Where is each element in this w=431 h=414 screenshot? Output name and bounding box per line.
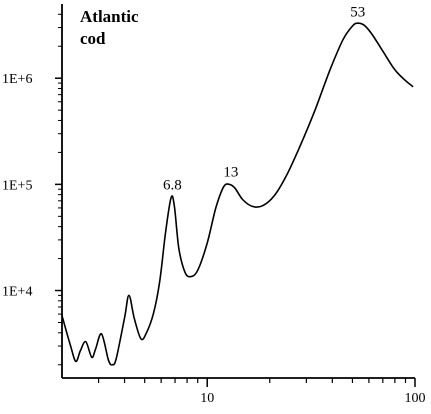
x-tick-label: 100 (405, 391, 426, 406)
x-tick-label: 10 (200, 391, 214, 406)
axes (61, 4, 415, 379)
annotations: 6.8 13 53 (163, 5, 365, 194)
peak-label: 53 (350, 5, 365, 21)
y-tick-label: 1E+6 (2, 72, 32, 87)
tick-labels: 10 100 1E+4 1E+5 1E+6 (2, 72, 426, 406)
y-tick-label: 1E+5 (2, 178, 32, 193)
series-line (61, 22, 414, 366)
chart-title-line-2: cod (80, 29, 106, 48)
y-tick-label: 1E+4 (2, 285, 32, 300)
chart-title-line-1: Atlantic (80, 7, 139, 26)
ticks (55, 13, 416, 387)
peak-label: 6.8 (163, 178, 182, 194)
peak-label: 13 (223, 164, 238, 180)
